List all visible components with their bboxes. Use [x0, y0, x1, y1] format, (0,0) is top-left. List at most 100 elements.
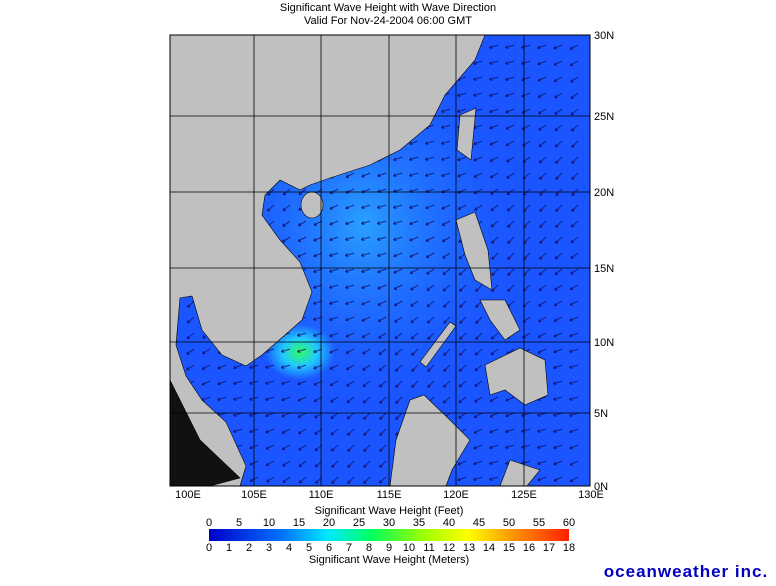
wave-arrow	[377, 220, 387, 225]
wave-arrow	[553, 44, 563, 50]
wave-arrow	[571, 140, 579, 148]
wave-arrow	[281, 348, 291, 353]
wave-arrow	[473, 172, 483, 178]
wave-arrow	[233, 380, 243, 385]
wave-arrow	[553, 364, 563, 370]
meters-label: Significant Wave Height (Meters)	[309, 554, 469, 566]
wave-arrow	[491, 252, 499, 260]
wave-arrow	[489, 60, 499, 65]
wave-arrow	[362, 396, 371, 404]
wave-arrow	[443, 364, 451, 372]
wave-arrow	[554, 268, 563, 275]
wave-arrow	[537, 428, 547, 433]
wave-arrow	[378, 476, 387, 484]
wave-arrow	[379, 460, 387, 468]
meters-tick: 2	[246, 542, 252, 554]
wave-arrow	[345, 364, 355, 371]
wave-arrow	[491, 268, 499, 276]
wave-arrow	[409, 204, 419, 209]
wave-arrow	[489, 412, 499, 418]
wave-arrow	[265, 412, 275, 418]
wave-arrow	[377, 252, 387, 258]
wave-arrow	[458, 380, 467, 388]
wave-arrow	[377, 284, 387, 290]
wave-arrow	[393, 204, 403, 209]
wave-arrow	[441, 140, 451, 145]
wave-arrow	[297, 348, 307, 353]
wave-arrow	[346, 396, 355, 403]
wave-arrow	[329, 220, 339, 226]
meters-tick: 6	[326, 542, 332, 554]
lat-label: 5N	[594, 408, 608, 420]
wave-arrow	[425, 220, 435, 226]
wave-arrow	[233, 396, 243, 401]
wave-arrow	[409, 268, 419, 274]
wave-arrow	[505, 124, 515, 130]
wave-arrow	[329, 268, 339, 273]
meters-tick: 8	[366, 542, 372, 554]
wave-arrow	[569, 316, 579, 322]
wave-arrow	[313, 268, 323, 274]
wave-arrow	[313, 300, 323, 305]
wave-arrow	[505, 396, 515, 402]
meters-tick: 11	[423, 542, 434, 554]
wave-arrow	[426, 284, 435, 291]
wave-arrow	[507, 236, 515, 244]
wave-arrow	[425, 140, 435, 145]
wave-arrow	[427, 316, 435, 324]
wave-arrow	[410, 300, 419, 307]
wave-arrow	[345, 252, 355, 257]
wave-arrow	[345, 220, 355, 226]
wave-arrow	[425, 204, 435, 210]
wave-arrow	[441, 236, 451, 243]
wave-arrow	[538, 316, 547, 323]
wave-arrow	[443, 300, 451, 308]
wave-arrow	[570, 76, 579, 83]
meters-tick: 13	[463, 542, 475, 554]
wave-arrow	[441, 204, 451, 210]
feet-tick: 35	[413, 517, 425, 529]
meters-tick: 16	[523, 542, 535, 554]
feet-tick: 15	[293, 517, 305, 529]
wave-arrow	[329, 316, 339, 322]
wave-arrow	[555, 236, 563, 244]
wave-arrow	[265, 380, 275, 385]
wave-arrow	[569, 476, 579, 482]
wave-arrow	[298, 476, 307, 484]
wave-arrow	[441, 124, 451, 129]
feet-tick: 5	[236, 517, 242, 529]
wave-arrow	[362, 380, 371, 388]
wave-arrow	[329, 204, 339, 210]
lat-label: 25N	[594, 111, 614, 123]
feet-tick: 45	[473, 517, 485, 529]
wave-arrow	[393, 236, 403, 242]
wave-arrow	[217, 380, 227, 386]
wave-arrow	[329, 236, 339, 242]
wave-arrow	[329, 364, 339, 370]
wave-arrow	[554, 284, 563, 291]
subtitle: Valid For Nov-24-2004 06:00 GMT	[304, 15, 472, 27]
wave-arrow	[186, 364, 195, 371]
wave-arrow	[393, 220, 403, 225]
wave-arrow	[297, 364, 307, 370]
wave-arrow	[441, 108, 451, 113]
feet-tick: 60	[563, 517, 575, 529]
wave-arrow	[281, 412, 291, 418]
wave-arrow	[554, 140, 563, 148]
wave-arrow	[489, 140, 499, 146]
wave-arrow	[297, 380, 307, 386]
wave-arrow	[457, 460, 467, 466]
wave-arrow	[394, 316, 403, 323]
wave-arrow	[489, 476, 499, 481]
wave-arrow	[505, 92, 515, 98]
lat-label: 20N	[594, 187, 614, 199]
wave-arrow	[570, 236, 579, 244]
wave-arrow	[233, 364, 243, 370]
feet-tick: 30	[383, 517, 395, 529]
wave-arrow	[409, 172, 419, 177]
wave-arrow	[538, 140, 547, 147]
wave-arrow	[489, 124, 499, 130]
wave-arrow	[187, 300, 195, 308]
wave-arrow	[569, 444, 579, 450]
wave-arrow	[297, 396, 307, 402]
